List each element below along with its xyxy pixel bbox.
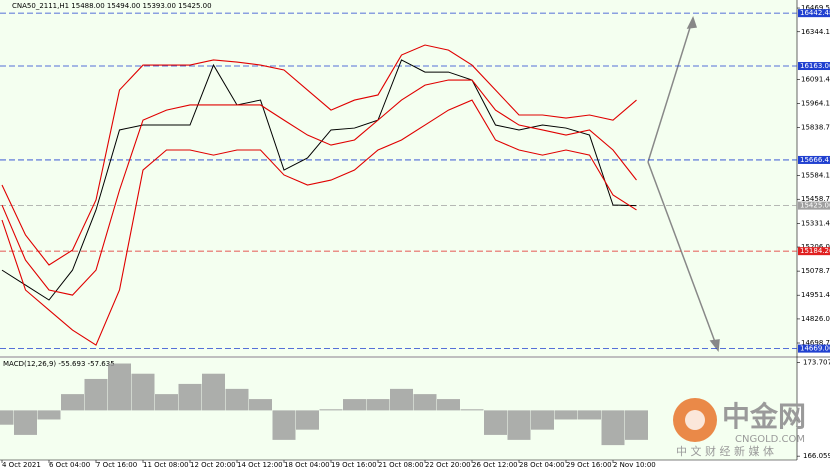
macd-bar (14, 410, 37, 435)
macd-bar (155, 394, 178, 411)
x-tick-label: 21 Oct 08:00 (378, 461, 424, 469)
macd-bar (507, 410, 531, 440)
y-tick-label: 14698.70 (801, 339, 830, 347)
macd-bar (61, 394, 84, 411)
y-tick-label: 14826.00 (801, 315, 830, 323)
macd-bar (131, 373, 155, 411)
band-line (1, 99, 637, 346)
y-tick-label: 15331.40 (801, 219, 830, 227)
x-tick-label: 4 Oct 2021 (2, 461, 41, 469)
site: CNGOLD.COM (735, 434, 805, 445)
level-tag (798, 9, 830, 18)
level-label: 15184.26 (800, 247, 830, 255)
level-label: 14669.06 (800, 345, 830, 353)
y-tick-label: 16091.40 (801, 76, 830, 84)
y-tick-label: 173.707 (803, 358, 830, 366)
x-tick-label: 29 Oct 16:00 (566, 461, 612, 469)
arrow-head (709, 339, 720, 352)
band-line (1, 44, 637, 266)
x-tick-label: 12 Oct 20:00 (190, 461, 236, 469)
level-tag (798, 155, 830, 164)
macd-bar (484, 410, 507, 435)
arrow-head (686, 16, 698, 29)
macd-bar (0, 410, 14, 425)
level-tag (798, 62, 830, 71)
macd-title: MACD(12,26,9) -55.693 -57.635 (3, 360, 115, 368)
projection (647, 16, 720, 352)
x-tick-label: 28 Oct 04:00 (519, 461, 565, 469)
macd-bar (460, 409, 484, 411)
price-panel (0, 0, 797, 356)
x-tick-label: 18 Oct 04:00 (284, 461, 330, 469)
y-tick-label: 166.059 (803, 452, 830, 460)
x-tick-label: 7 Oct 16:00 (96, 461, 137, 469)
x-tick-label: 22 Oct 20:00 (425, 461, 471, 469)
macd-bar (390, 388, 413, 411)
y-tick-label: 15206.00 (801, 243, 830, 251)
level-label: 15666.41 (800, 156, 830, 164)
y-tick-label: 14951.40 (801, 291, 830, 299)
x-tick-label: 2 Nov 10:00 (613, 461, 656, 469)
macd-bar (578, 410, 601, 420)
macd-bar (178, 383, 202, 411)
macd-bar (413, 394, 437, 411)
macd-bar (319, 409, 343, 411)
level-label: 16442.48 (800, 9, 830, 17)
level-tag (798, 247, 830, 256)
projection-down (647, 161, 719, 351)
macd-bar (37, 410, 61, 420)
macd-bar (601, 410, 625, 446)
macd-bar (202, 373, 225, 411)
macd-bar (366, 399, 390, 411)
y-tick-label: 15964.10 (801, 100, 830, 108)
y-tick-label: 15458.70 (801, 195, 830, 203)
x-tick-label: 11 Oct 08:00 (143, 461, 189, 469)
level-tag (798, 344, 830, 353)
x-tick-label: 26 Oct 12:00 (472, 461, 518, 469)
macd-bar (343, 399, 366, 411)
band-line (1, 79, 637, 296)
projection-up (647, 17, 694, 163)
macd-bar (625, 410, 648, 440)
macd-bar (249, 399, 272, 411)
y-tick-label: 15584.10 (801, 172, 830, 180)
chart-title: CNA50_2111,H1 15488.00 15494.00 15393.00… (12, 2, 212, 10)
level-tag (798, 201, 830, 210)
x-tick-label: 19 Oct 16:00 (331, 461, 377, 469)
y-tick-label: 16344.10 (801, 28, 830, 36)
y-tick-label: 15078.70 (801, 267, 830, 275)
macd-bar (272, 410, 296, 440)
level-label: 16163.00 (800, 62, 830, 70)
macd-bar (225, 388, 249, 411)
x-tick-label: 6 Oct 04:00 (49, 461, 90, 469)
watermark: 中金网 CNGOLD.COM 中 文 财 经 新 媒 体 (673, 398, 806, 458)
brand: 中金网 (722, 400, 806, 433)
macd-bar (554, 410, 578, 420)
slogan: 中 文 财 经 新 媒 体 (676, 444, 774, 458)
macd-bar (296, 410, 319, 430)
level-label: 15425.00 (800, 202, 830, 210)
y-tick-label: 16469.50 (801, 4, 830, 12)
logo (685, 410, 705, 430)
y-tick-label: 15838.70 (801, 123, 830, 131)
macd-bar (108, 363, 131, 411)
macd-bar (437, 399, 460, 411)
x-tick-label: 14 Oct 12:00 (237, 461, 283, 469)
macd-bar (84, 378, 108, 411)
macd-bar (531, 410, 554, 430)
